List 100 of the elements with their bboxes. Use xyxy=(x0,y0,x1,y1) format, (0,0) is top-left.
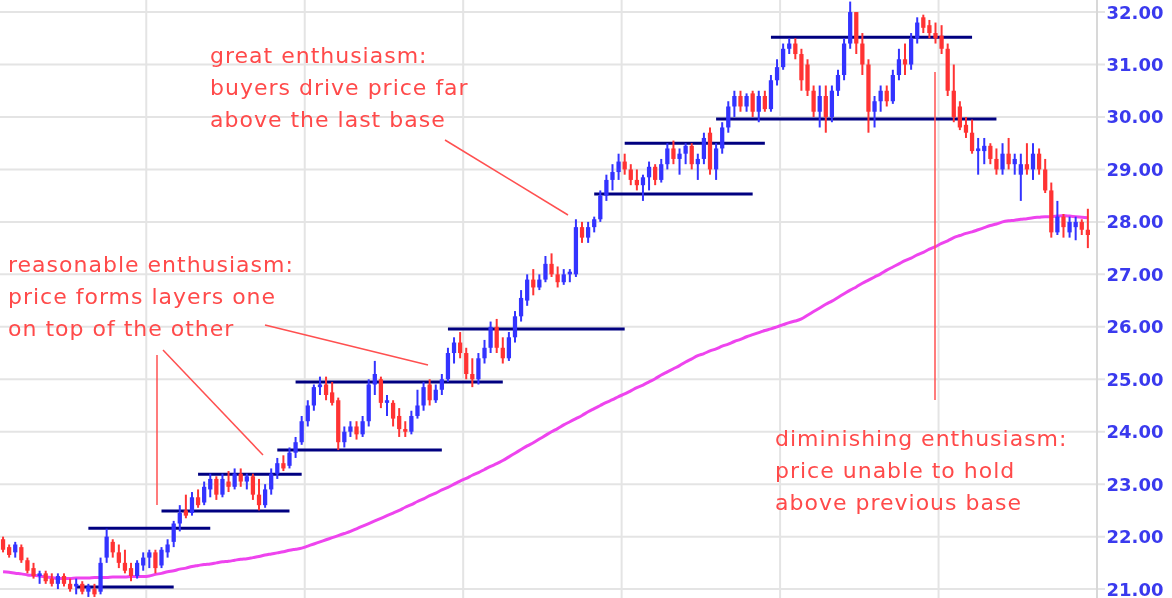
candlestick xyxy=(915,16,920,45)
candlestick xyxy=(262,483,268,509)
candlestick xyxy=(415,388,420,420)
candlestick xyxy=(1018,152,1023,202)
candlestick xyxy=(378,375,384,410)
candlestick xyxy=(634,168,639,192)
candlestick xyxy=(579,220,585,244)
candlestick xyxy=(153,548,158,575)
candlestick xyxy=(628,163,633,187)
candlestick xyxy=(177,504,182,533)
candlestick xyxy=(616,152,621,181)
candlestick xyxy=(902,42,908,77)
candlestick xyxy=(671,139,676,166)
candlestick xyxy=(610,163,615,192)
candlestick xyxy=(372,359,377,396)
candlestick xyxy=(220,472,225,499)
candlestick xyxy=(269,467,274,496)
candlestick xyxy=(585,220,591,244)
candlestick xyxy=(1043,157,1048,195)
candlestick xyxy=(104,527,109,564)
candlestick xyxy=(988,142,993,166)
candlestick xyxy=(756,89,761,124)
candlestick xyxy=(1030,142,1036,181)
y-tick-label: 32.00 xyxy=(1106,1,1164,23)
candlestick xyxy=(19,543,24,564)
candlestick xyxy=(774,58,780,87)
y-tick-label: 30.00 xyxy=(1106,106,1164,128)
candlestick xyxy=(134,559,140,580)
candlestick xyxy=(969,118,975,155)
y-tick-label: 24.00 xyxy=(1106,421,1164,443)
candlestick xyxy=(683,142,688,166)
candlestick xyxy=(250,472,256,501)
candlestick xyxy=(494,317,499,355)
candlestick xyxy=(713,142,719,181)
y-tick-label: 21.00 xyxy=(1106,578,1164,598)
y-tick-label: 22.00 xyxy=(1106,526,1164,548)
candlestick xyxy=(689,142,694,171)
candlestick xyxy=(427,378,432,407)
candlestick xyxy=(189,491,195,517)
candlestick xyxy=(275,456,280,480)
candlestick xyxy=(506,331,512,362)
candlestick xyxy=(470,357,475,389)
annotation: great enthusiasm: buyers drive price far above the last base xyxy=(210,43,469,132)
y-tick-label: 31.00 xyxy=(1106,54,1164,75)
candlestick xyxy=(439,373,444,396)
candlestick xyxy=(311,383,316,412)
candlestick xyxy=(720,121,725,155)
candlestick xyxy=(738,89,743,113)
annotation: reasonable enthusiasm: price forms layers one on top of the other xyxy=(8,252,294,341)
candlestick xyxy=(744,92,749,113)
candlestick xyxy=(409,409,414,436)
candlestick xyxy=(171,519,176,549)
candlestick xyxy=(183,493,189,520)
candlestick xyxy=(397,407,402,438)
candlestick xyxy=(1067,215,1072,239)
candlestick xyxy=(921,13,926,35)
candlestick xyxy=(330,380,335,407)
y-tick-label: 28.00 xyxy=(1106,211,1164,233)
candlestick xyxy=(549,252,554,278)
candlestick xyxy=(957,100,963,132)
candlestick xyxy=(896,47,902,82)
candlestick xyxy=(202,480,207,507)
candlestick xyxy=(384,393,390,417)
candlestick xyxy=(1061,213,1066,239)
candlestick xyxy=(299,414,304,446)
candlestick xyxy=(305,399,310,428)
candlestick xyxy=(543,254,548,284)
candlestick xyxy=(116,543,121,570)
candlestick xyxy=(653,163,658,187)
candlestick xyxy=(1012,152,1017,176)
candlestick xyxy=(360,414,365,438)
candlestick xyxy=(732,89,737,118)
candlestick xyxy=(518,289,524,323)
candlestick xyxy=(128,561,134,583)
candlestick xyxy=(750,89,755,118)
candlestick xyxy=(147,548,152,570)
candlestick xyxy=(287,446,292,470)
candlestick xyxy=(482,338,487,365)
candlestick xyxy=(835,68,841,97)
candlestick xyxy=(555,265,560,289)
candlestick xyxy=(488,320,493,355)
candlestick xyxy=(781,42,786,71)
candlestick xyxy=(214,475,219,501)
candlestick xyxy=(604,173,609,202)
candlestick xyxy=(195,488,201,509)
candlestick xyxy=(811,84,816,118)
candlestick xyxy=(677,147,682,176)
candlestick xyxy=(226,470,231,494)
candlestick xyxy=(1073,215,1078,242)
candlestick xyxy=(1006,136,1011,171)
candlestick xyxy=(695,152,700,181)
candlestick xyxy=(860,32,865,77)
candlestick xyxy=(994,147,999,176)
candlestick xyxy=(976,136,981,176)
candlestick xyxy=(1036,147,1042,176)
candlestick xyxy=(390,399,396,428)
candlestick xyxy=(640,173,646,202)
candlestick xyxy=(1055,199,1060,236)
annotation: diminishing enthusiasm: price unable to hold above previous base xyxy=(775,426,1068,515)
candlestick xyxy=(598,189,603,223)
